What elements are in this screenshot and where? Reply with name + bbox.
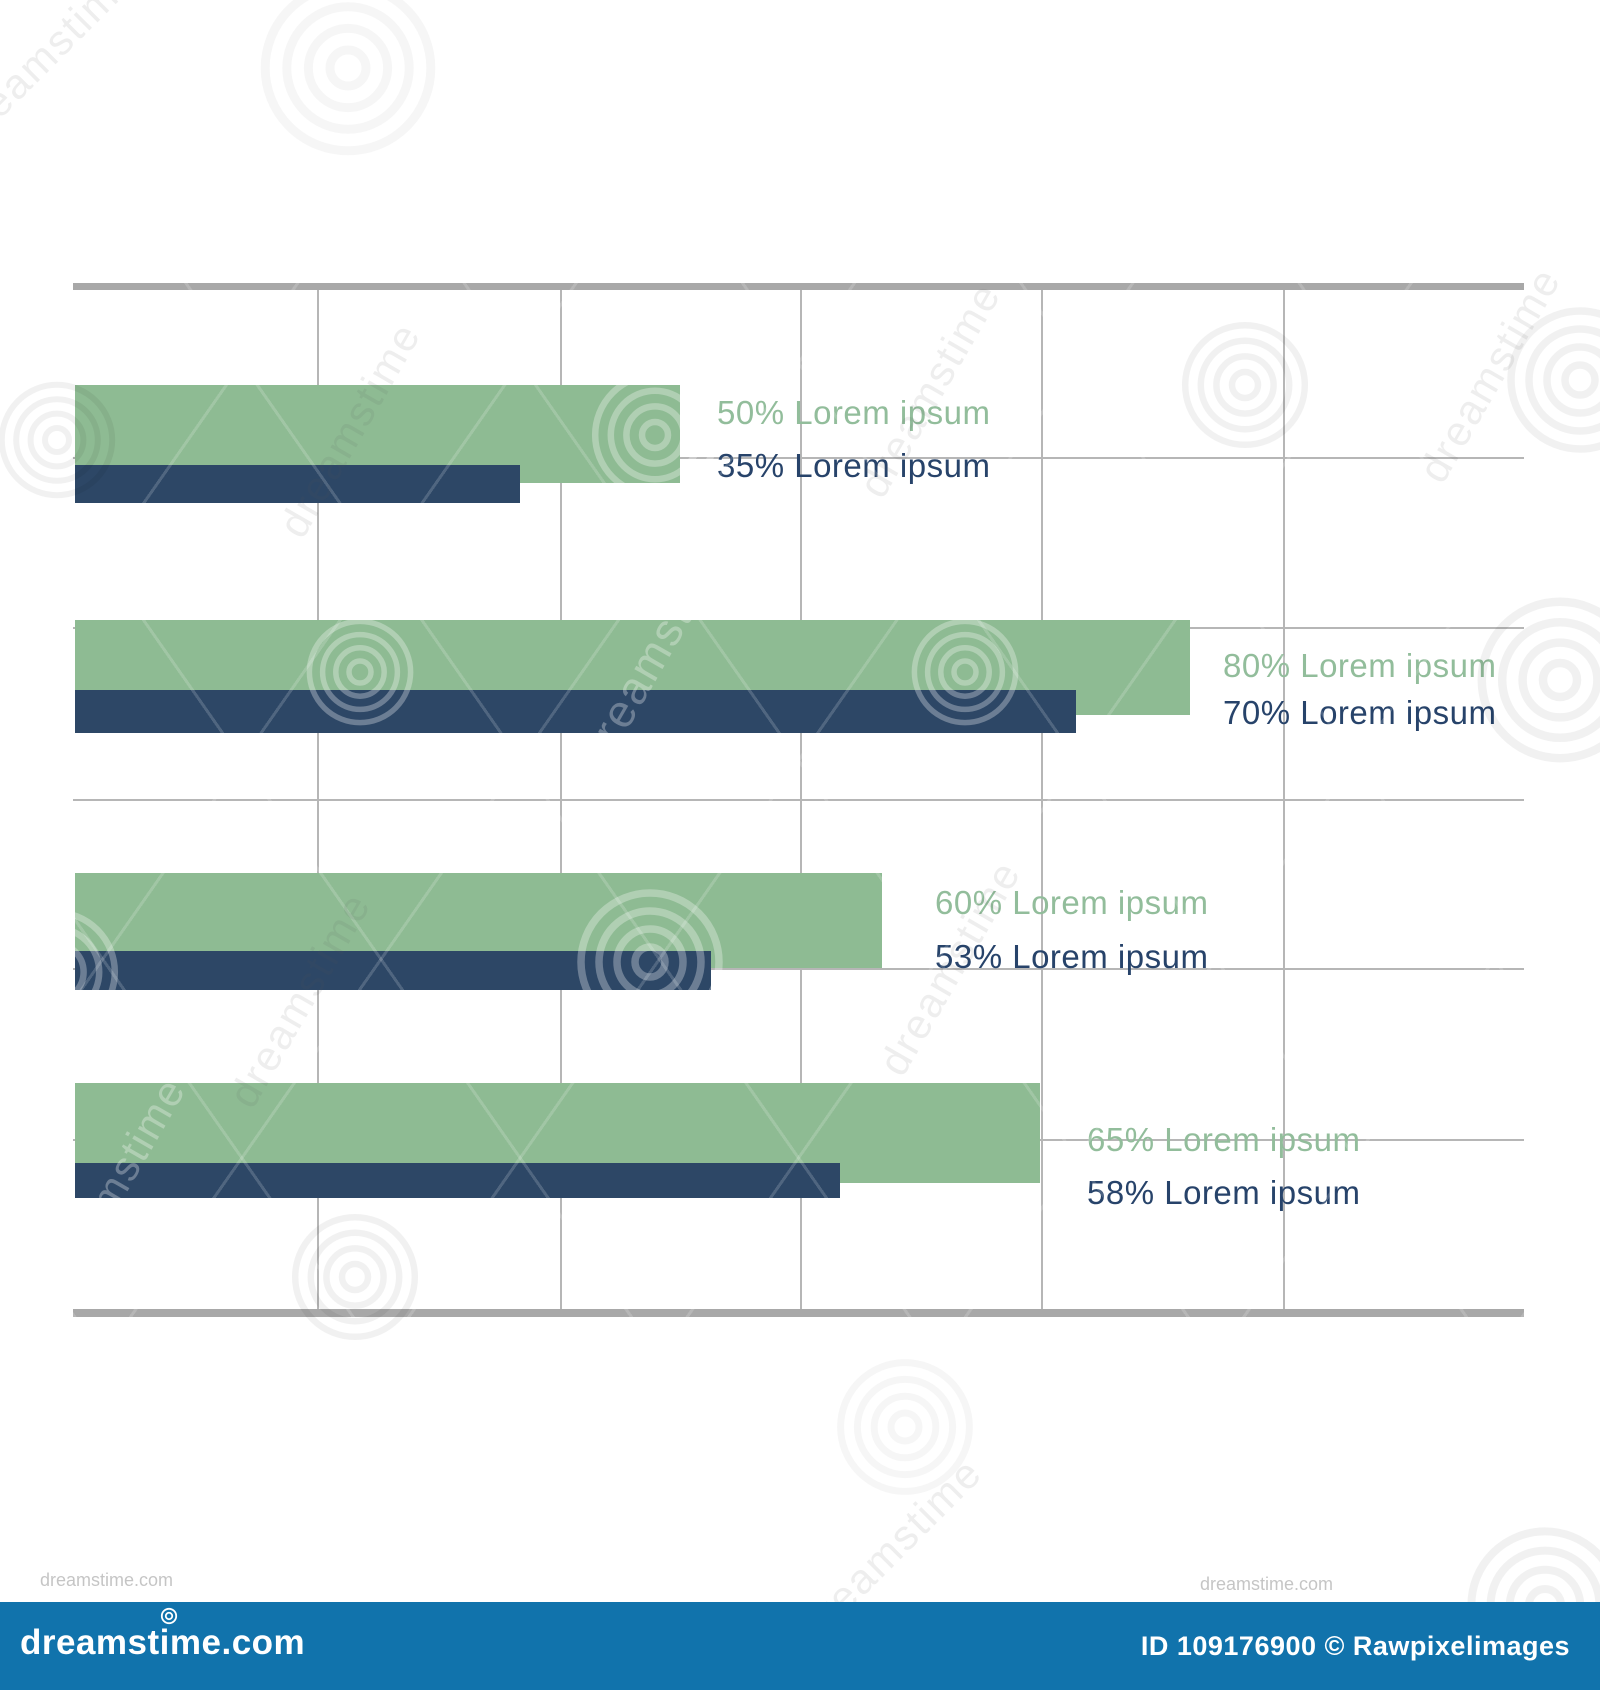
bar-navy-row4	[75, 1163, 840, 1198]
horizontal-gridline	[73, 799, 1524, 801]
footer-bar: dreamstime.com ID 109176900 © Rawpixelim…	[0, 1602, 1600, 1690]
bar-label-navy-row2: 70% Lorem ipsum	[1223, 694, 1497, 731]
chart-border-bottom	[73, 1309, 1524, 1317]
bar-label-green-row4: 65% Lorem ipsum	[1087, 1121, 1361, 1158]
bar-label-green-row1: 50% Lorem ipsum	[717, 394, 991, 431]
watermark-spiral-icon	[1180, 320, 1310, 450]
bar-navy-row1	[75, 465, 520, 503]
image-credit: ID 109176900 © Rawpixelimages	[1140, 1630, 1570, 1661]
watermark-spiral-icon	[1505, 305, 1600, 455]
chart-border-top	[73, 283, 1524, 290]
bar-label-green-row3: 60% Lorem ipsum	[935, 884, 1209, 921]
bar-label-navy-row3: 53% Lorem ipsum	[935, 938, 1209, 975]
watermark-spiral-icon	[258, 0, 438, 158]
logo-spiral-icon	[160, 1607, 178, 1625]
watermark-text: dreamstime	[1409, 259, 1570, 491]
watermark-spiral-icon	[835, 1357, 975, 1497]
watermark-text: dreamstime	[0, 0, 146, 156]
dreamstime-logo: dreamstime.com	[20, 1623, 306, 1662]
bar-label-green-row2: 80% Lorem ipsum	[1223, 647, 1497, 684]
horizontal-gridline	[73, 457, 1524, 459]
watermark-small-text: dreamstime.com	[1200, 1574, 1334, 1594]
watermark-small-text: dreamstime.com	[40, 1570, 174, 1590]
watermark-spiral-icon	[290, 1212, 420, 1342]
bar-label-navy-row4: 58% Lorem ipsum	[1087, 1174, 1361, 1211]
bar-label-navy-row1: 35% Lorem ipsum	[717, 447, 991, 484]
horizontal-gridline	[73, 968, 1524, 970]
bar-navy-row2	[75, 690, 1076, 733]
bar-navy-row3	[75, 951, 711, 990]
